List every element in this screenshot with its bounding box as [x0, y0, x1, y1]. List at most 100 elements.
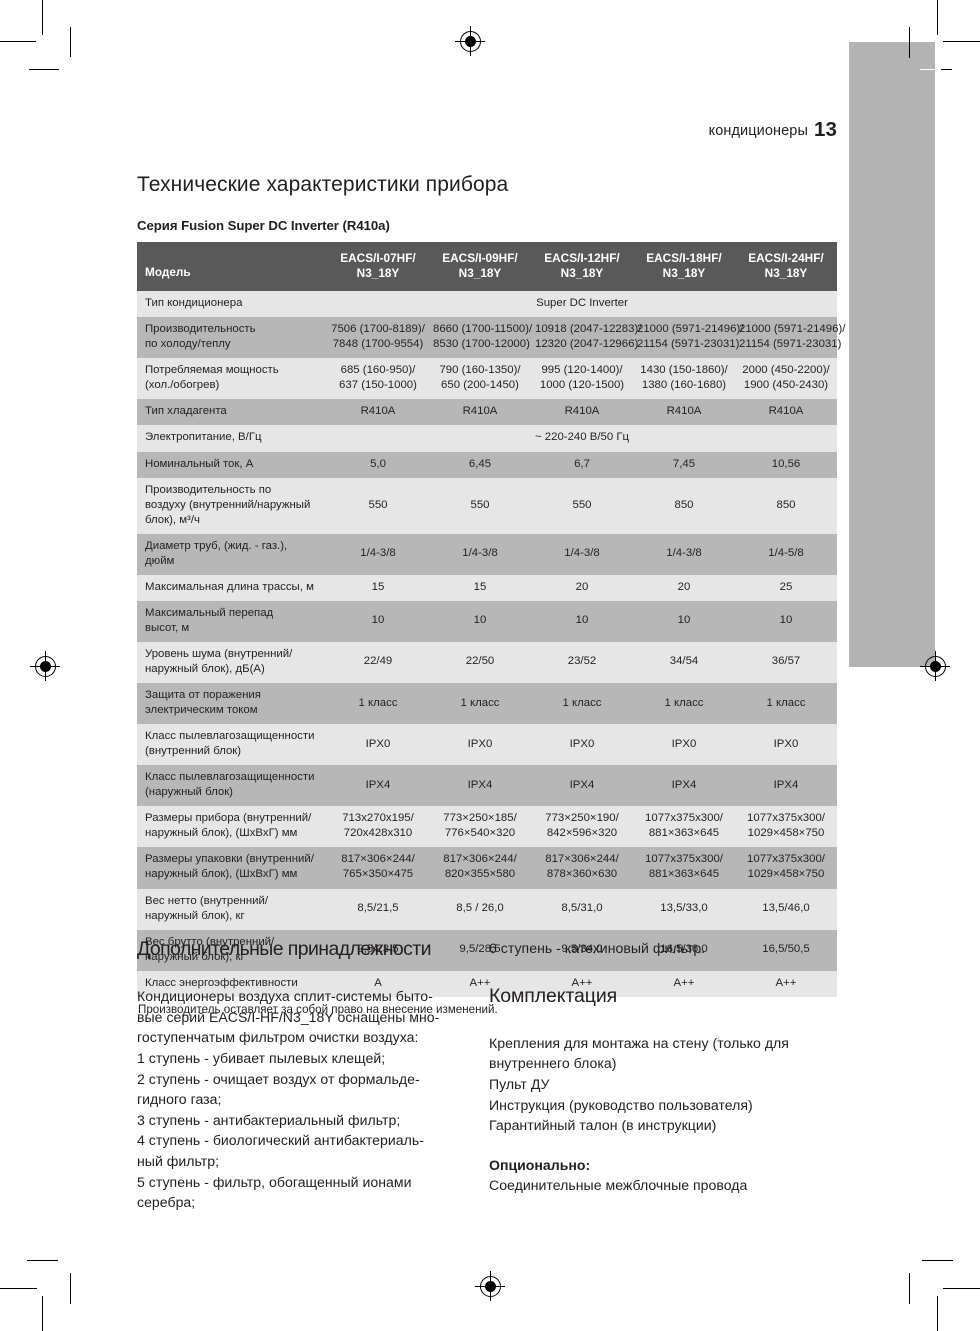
- trim-mark-top-left-horizontal: [29, 69, 59, 71]
- table-cell: 25: [735, 574, 837, 601]
- table-row-label: Тип кондиционера: [137, 291, 327, 318]
- table-footnote: Производитель оставляет за собой право н…: [138, 1002, 498, 1016]
- table-row: Диаметр труб, (жид. - газ.), дюйм 1/4-3/8 1…: [137, 533, 837, 575]
- text-line: Соединительные межблочные провода: [489, 1177, 748, 1194]
- table-cell: 995 (120-1400)/1000 (120-1500): [531, 358, 633, 400]
- table-cell-spanned: Super DC Inverter: [327, 291, 837, 318]
- registration-mark-right: [920, 651, 950, 681]
- table-cell: 550: [327, 477, 429, 534]
- table-cell: 1077x375x300/881×363×645: [633, 847, 735, 889]
- table-cell: R410A: [429, 399, 531, 426]
- table-row: Максимальная длина трассы, м 15 15 20 20 25: [137, 574, 837, 601]
- package-text: Крепления для монтажа на стену (только д…: [489, 1033, 837, 1136]
- table-cell: 817×306×244/878×360×630: [531, 847, 633, 889]
- table-cell: 21000 (5971-21496)/21154 (5971-23031): [633, 317, 743, 359]
- page-content: кондиционеры 13 Технические характеристик…: [137, 118, 845, 1016]
- table-row-label: Диаметр труб, (жид. - газ.), дюйм: [137, 533, 327, 575]
- table-cell: R410A: [633, 399, 735, 426]
- table-cell: 1/4-5/8: [735, 533, 837, 575]
- table-cell: 8660 (1700-11500)/8530 (1700-12000): [429, 317, 532, 359]
- table-row-label: Класс энергоэффективности: [137, 970, 327, 997]
- table-row-label: Размеры упаковки (внутренний/наружный бл…: [137, 847, 327, 889]
- table-cell: 1/4-3/8: [633, 533, 735, 575]
- registration-mark-left: [30, 651, 60, 681]
- table-cell: IPX4: [633, 765, 735, 807]
- crop-mark-top-right-vertical: [937, 0, 939, 35]
- table-cell: 16,5/50,5: [735, 929, 837, 971]
- table-row-label: Вес брутто (внутренний/наружный блок), к…: [137, 929, 327, 971]
- table-row: Уровень шума (внутренний/наружный блок),…: [137, 641, 837, 684]
- table-cell: IPX4: [429, 765, 531, 807]
- table-cell: 10: [327, 600, 429, 642]
- package-title: Комплектация: [489, 984, 618, 1007]
- table-cell: 550: [429, 477, 531, 534]
- accessories-continued-text: 6 ступень - катехиновый фильтр.: [489, 938, 837, 959]
- table-cell: 15: [327, 574, 429, 601]
- table-cell: 850: [735, 477, 837, 534]
- text-line: гоступенчатым фильтром очистки воздуха:: [137, 1029, 419, 1046]
- table-row: Класс пылевлагозащищенности (внутренний б…: [137, 724, 837, 766]
- page-title: Технические характеристики прибора: [137, 173, 509, 196]
- table-row: Тип хладагента R410A R410A R410A R410A R410A: [137, 399, 837, 426]
- table-cell: IPX4: [531, 765, 633, 807]
- text-line: 1 ступень - убивает пылевых клещей;: [137, 1049, 386, 1066]
- table-row-label: Класс пылевлагозащищенности (наружный бло…: [137, 765, 327, 807]
- table-row: Электропитание, В/Гц ~ 220-240 В/50 Гц: [137, 425, 837, 452]
- table-cell: IPX0: [531, 724, 633, 766]
- table-cell: R410A: [735, 399, 837, 426]
- table-header-model-2: EACS/I-09HF/N3_18Y: [429, 242, 531, 292]
- table-cell: 8,5/21,5: [327, 888, 429, 930]
- table-cell: R410A: [531, 399, 633, 426]
- table-row: Класс пылевлагозащищенности (наружный бло…: [137, 765, 837, 807]
- text-line: вые серий EACS/I-HF/N3_18Y оснащены мно-: [137, 1008, 440, 1025]
- table-cell: IPX4: [327, 765, 429, 807]
- crop-mark-bottom-right-vertical: [937, 1296, 939, 1331]
- table-cell: 36/57: [735, 641, 837, 684]
- text-line: Гарантийный талон (в инструкции): [489, 1117, 717, 1134]
- table-row-label: Размеры прибора (внутренний/наружный бло…: [137, 806, 327, 848]
- optional-text: Соединительные межблочные провода: [489, 1175, 837, 1196]
- table-row-label: Класс пылевлагозащищенности (внутренний б…: [137, 724, 327, 766]
- table-row: Вес нетто (внутренний/наружный блок), кг…: [137, 888, 837, 930]
- table-cell: 10,56: [735, 451, 837, 478]
- text-line: 4 ступень - биологический антибактериаль…: [137, 1132, 424, 1149]
- text-line: Крепления для монтажа на стену (только д…: [489, 1034, 789, 1051]
- table-cell: 10: [633, 600, 735, 642]
- table-cell: 773×250×190/842×596×320: [531, 806, 633, 848]
- registration-mark-bottom: [475, 1271, 505, 1301]
- table-cell: 22/49: [327, 641, 429, 684]
- table-cell: 16,5/36,0: [633, 929, 735, 971]
- table-cell: 1 класс: [531, 683, 633, 725]
- table-cell: 13,5/33,0: [633, 888, 735, 930]
- table-cell: 22/50: [429, 641, 531, 684]
- table-cell: А: [327, 970, 429, 997]
- text-line: 6 ступень - катехиновый фильтр.: [489, 940, 706, 956]
- table-cell: 550: [531, 477, 633, 534]
- running-head: кондиционеры 13: [137, 118, 837, 142]
- text-line: внутреннего блока): [489, 1055, 617, 1072]
- table-cell: 8,5/31,0: [531, 888, 633, 930]
- optional-label: Опционально:: [489, 1156, 591, 1173]
- table-cell: А++: [531, 970, 633, 997]
- table-cell: 1077x375x300/1029×458×750: [735, 806, 837, 848]
- accessories-column: Дополнительные принадлежности Кондиционе…: [137, 938, 485, 1213]
- table-header-model-1: EACS/I-07HF/N3_18Y: [327, 242, 429, 292]
- table-cell: 7,45: [633, 451, 735, 478]
- table-row: Производительность по холоду/теплу 7506 (1…: [137, 317, 845, 359]
- table-cell: 1/4-3/8: [531, 533, 633, 575]
- table-cell: 2000 (450-2200)/1900 (450-2430): [735, 358, 837, 400]
- crop-mark-top-right-horizontal: [943, 41, 980, 43]
- table-row: Максимальный перепад высот, м 10 10 10 10 10: [137, 600, 837, 642]
- table-row: Размеры упаковки (внутренний/наружный бл…: [137, 847, 837, 889]
- table-cell: R410A: [327, 399, 429, 426]
- table-cell: 20: [531, 574, 633, 601]
- table-cell: А++: [633, 970, 735, 997]
- table-row-label: Защита от поражения электрическим током: [137, 683, 327, 725]
- table-cell: 21000 (5971-21496)/21154 (5971-23031): [735, 317, 845, 359]
- table-row-label: Вес нетто (внутренний/наружный блок), кг: [137, 888, 327, 930]
- trim-mark-top-left-vertical: [70, 27, 72, 57]
- table-header-model-3: EACS/I-12HF/N3_18Y: [531, 242, 633, 292]
- table-header: Модель EACS/I-07HF/N3_18Y EACS/I-09HF/N3_…: [137, 242, 837, 292]
- text-line: Пульт ДУ: [489, 1075, 550, 1092]
- table-cell: 1/4-3/8: [327, 533, 429, 575]
